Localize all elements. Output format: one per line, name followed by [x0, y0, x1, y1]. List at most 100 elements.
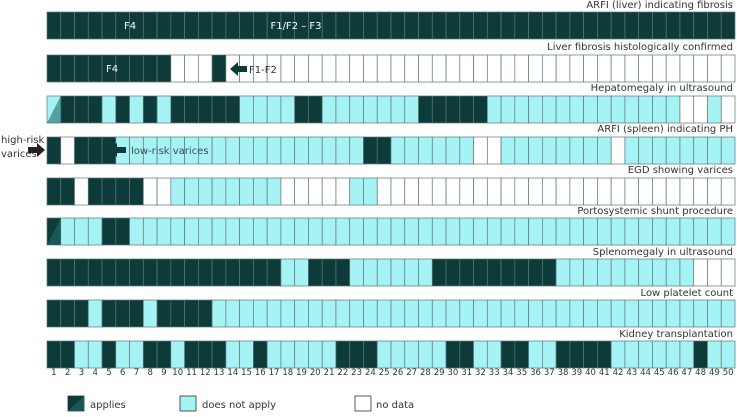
cell-no-data	[363, 54, 378, 83]
column-number: 44	[640, 368, 651, 378]
cell-no-data	[679, 54, 695, 83]
cell-not-apply	[720, 340, 736, 369]
overlay-label: high-risk	[1, 135, 45, 146]
column-number: 46	[668, 368, 679, 378]
cell-no-data	[473, 54, 488, 83]
cell-shading	[47, 218, 61, 245]
criteria-row	[46, 177, 736, 206]
cell-applies	[74, 136, 89, 165]
cell-not-apply	[376, 299, 392, 328]
cell-not-apply	[335, 217, 351, 246]
cell-applies	[431, 258, 447, 287]
cell-not-apply	[129, 340, 144, 369]
cell-applies	[198, 11, 213, 40]
cell-not-apply	[528, 95, 543, 124]
cell-not-apply	[115, 340, 130, 369]
cell-no-data	[720, 258, 736, 287]
cell-applies	[239, 258, 254, 287]
cell-no-data	[198, 54, 213, 83]
cell-applies	[335, 340, 351, 369]
cell-not-apply	[363, 95, 378, 124]
cell-not-apply	[555, 299, 571, 328]
cell-not-apply	[321, 340, 337, 369]
cell-no-data	[624, 54, 640, 83]
cell-no-data	[321, 177, 337, 206]
cell-not-apply	[569, 95, 584, 124]
cell-not-apply	[418, 217, 433, 246]
legend-swatch-not-apply	[179, 395, 197, 412]
legend-swatch-no-data	[354, 395, 372, 412]
column-number: 34	[503, 368, 514, 378]
cell-not-apply	[404, 258, 419, 287]
cell-applies	[129, 54, 144, 83]
cell-not-apply	[156, 217, 172, 246]
cell-not-apply	[156, 95, 172, 124]
column-number: 39	[571, 368, 582, 378]
cell-applies	[390, 11, 406, 40]
cell-not-apply	[431, 299, 447, 328]
column-number: 38	[558, 368, 569, 378]
cell-applies	[542, 258, 557, 287]
column-number: 28	[420, 368, 431, 378]
cell-not-apply	[390, 95, 406, 124]
column-number: 20	[310, 368, 321, 378]
cell-applies	[597, 340, 612, 369]
cell-applies	[198, 95, 213, 124]
cell-applies	[142, 11, 158, 40]
cell-applies	[101, 11, 117, 40]
cell-not-apply	[404, 95, 419, 124]
cell-not-apply	[542, 299, 557, 328]
cell-no-data	[486, 54, 502, 83]
cell-no-data	[597, 54, 612, 83]
cell-no-data	[500, 54, 516, 83]
cell-not-apply	[583, 217, 598, 246]
cell-applies	[156, 299, 172, 328]
cell-applies	[486, 11, 502, 40]
cell-not-apply	[266, 299, 282, 328]
cell-applies	[211, 258, 227, 287]
cell-shading	[47, 96, 61, 123]
legend-label-applies: applies	[90, 400, 126, 411]
cell-applies	[308, 95, 323, 124]
cell-no-data	[514, 177, 529, 206]
cell-not-apply	[569, 299, 584, 328]
cell-not-apply	[624, 136, 640, 165]
column-number: 9	[161, 368, 166, 378]
cell-applies	[198, 340, 213, 369]
cell-not-apply	[376, 258, 392, 287]
cell-not-apply	[253, 136, 268, 165]
cell-not-apply	[418, 340, 433, 369]
cell-applies	[418, 95, 433, 124]
cell-not-apply	[638, 340, 653, 369]
cell-not-apply	[349, 258, 364, 287]
cell-applies	[129, 258, 144, 287]
cell-no-data	[404, 54, 419, 83]
cell-not-apply	[74, 340, 89, 369]
column-number: 4	[92, 368, 97, 378]
cell-applies	[335, 11, 351, 40]
cell-applies	[60, 54, 75, 83]
cell-not-apply	[225, 217, 240, 246]
cell-not-apply	[720, 299, 736, 328]
cell-applies	[101, 299, 117, 328]
cell-not-apply	[583, 136, 598, 165]
cell-not-apply	[60, 217, 75, 246]
cell-applies	[459, 340, 474, 369]
cell-not-apply	[514, 136, 529, 165]
overlay-label: F1/F2 – F3	[270, 21, 321, 32]
cell-not-apply	[459, 299, 474, 328]
cell-not-apply	[569, 258, 584, 287]
cell-applies	[142, 95, 158, 124]
column-number: 50	[723, 368, 734, 378]
cell-applies	[569, 340, 584, 369]
cell-not-apply	[418, 258, 433, 287]
cell-no-data	[720, 177, 736, 206]
cell-not-apply	[528, 340, 543, 369]
cell-not-apply	[665, 217, 681, 246]
cell-not-apply	[170, 177, 185, 206]
cell-not-apply	[211, 217, 227, 246]
cell-no-data	[418, 54, 433, 83]
row-title: ARFI (spleen) indicating PH	[597, 124, 733, 135]
cell-no-data	[404, 177, 419, 206]
cell-not-apply	[679, 217, 695, 246]
